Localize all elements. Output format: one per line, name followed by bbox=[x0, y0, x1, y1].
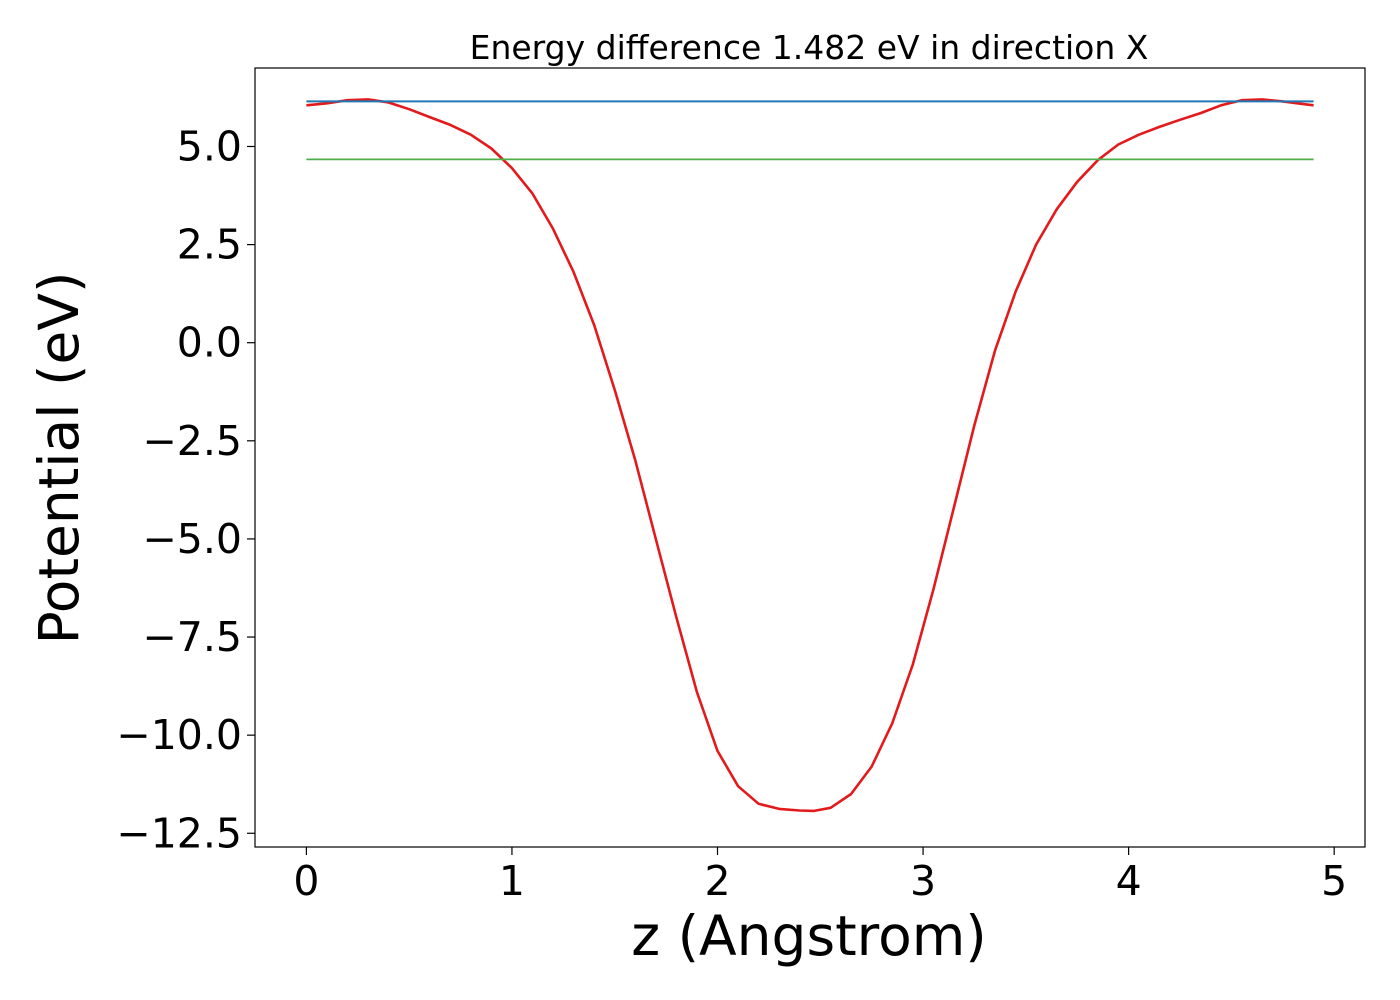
x-axis-ticks: 0 1 2 3 4 5 bbox=[293, 847, 1347, 905]
x-axis-label: z (Angstrom) bbox=[631, 904, 987, 968]
y-tick-label: 2.5 bbox=[177, 221, 242, 269]
x-tick-label: 0 bbox=[293, 857, 319, 905]
series-line-potential bbox=[306, 98, 1314, 813]
series-layer bbox=[306, 98, 1314, 813]
x-tick-label: 4 bbox=[1116, 857, 1142, 905]
y-axis-label: Potential (eV) bbox=[27, 272, 91, 645]
plot-frame bbox=[254, 67, 1366, 848]
y-tick-label: −7.5 bbox=[142, 613, 242, 661]
y-axis-ticks: 5.0 2.5 0.0 −2.5 −5.0 −7.5 −10.0 −12.5 bbox=[116, 122, 255, 857]
y-tick-label: 0.0 bbox=[177, 319, 242, 367]
chart-title: Energy difference 1.482 eV in direction … bbox=[470, 28, 1149, 67]
y-tick-label: −12.5 bbox=[116, 809, 242, 857]
x-tick-label: 5 bbox=[1321, 857, 1347, 905]
y-tick-label: −10.0 bbox=[116, 711, 242, 759]
x-tick-label: 1 bbox=[499, 857, 525, 905]
x-tick-label: 2 bbox=[704, 857, 730, 905]
y-tick-label: 5.0 bbox=[177, 122, 242, 170]
y-tick-label: −5.0 bbox=[142, 515, 242, 563]
x-tick-label: 3 bbox=[910, 857, 936, 905]
y-tick-label: −2.5 bbox=[142, 417, 242, 465]
